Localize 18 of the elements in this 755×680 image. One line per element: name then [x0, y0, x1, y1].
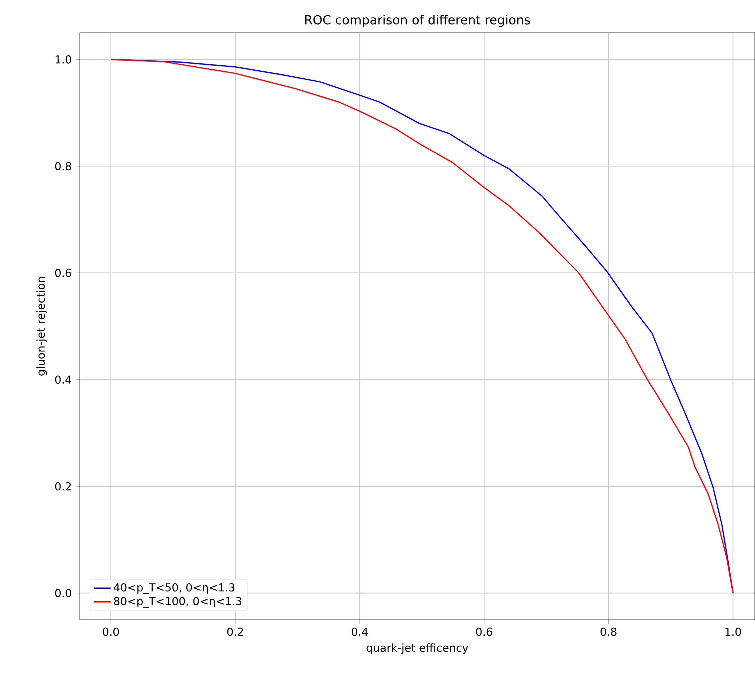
x-tick-label: 0.4	[352, 628, 368, 636]
line-series	[110, 59, 734, 594]
y-tick-label: 0.8	[55, 162, 72, 171]
x-tick-label: 1.0	[726, 628, 742, 636]
y-tick-label: 0.2	[55, 482, 72, 491]
legend-label: 80<p_T<100, 0<η<1.3	[114, 597, 242, 608]
x-axis-title: quark-jet efficency	[366, 644, 468, 654]
y-tick-label: 0.4	[55, 376, 72, 384]
x-tick-label: 0.2	[228, 628, 244, 636]
y-tick-label: 1.0	[56, 56, 72, 64]
chart-title: ROC comparison of different regions	[305, 15, 530, 28]
y-tick-label: 0.6	[55, 268, 72, 278]
y-tick-label: 0.0	[55, 589, 72, 598]
x-tick-label: 0.6	[476, 628, 492, 636]
x-tick-label: 0.8	[600, 628, 617, 636]
y-axis-title: gluon-jet rejection	[36, 277, 48, 376]
legend-label: 40<p_T<50, 0<η<1.3	[114, 583, 235, 594]
x-tick-label: 0.0	[103, 628, 120, 636]
